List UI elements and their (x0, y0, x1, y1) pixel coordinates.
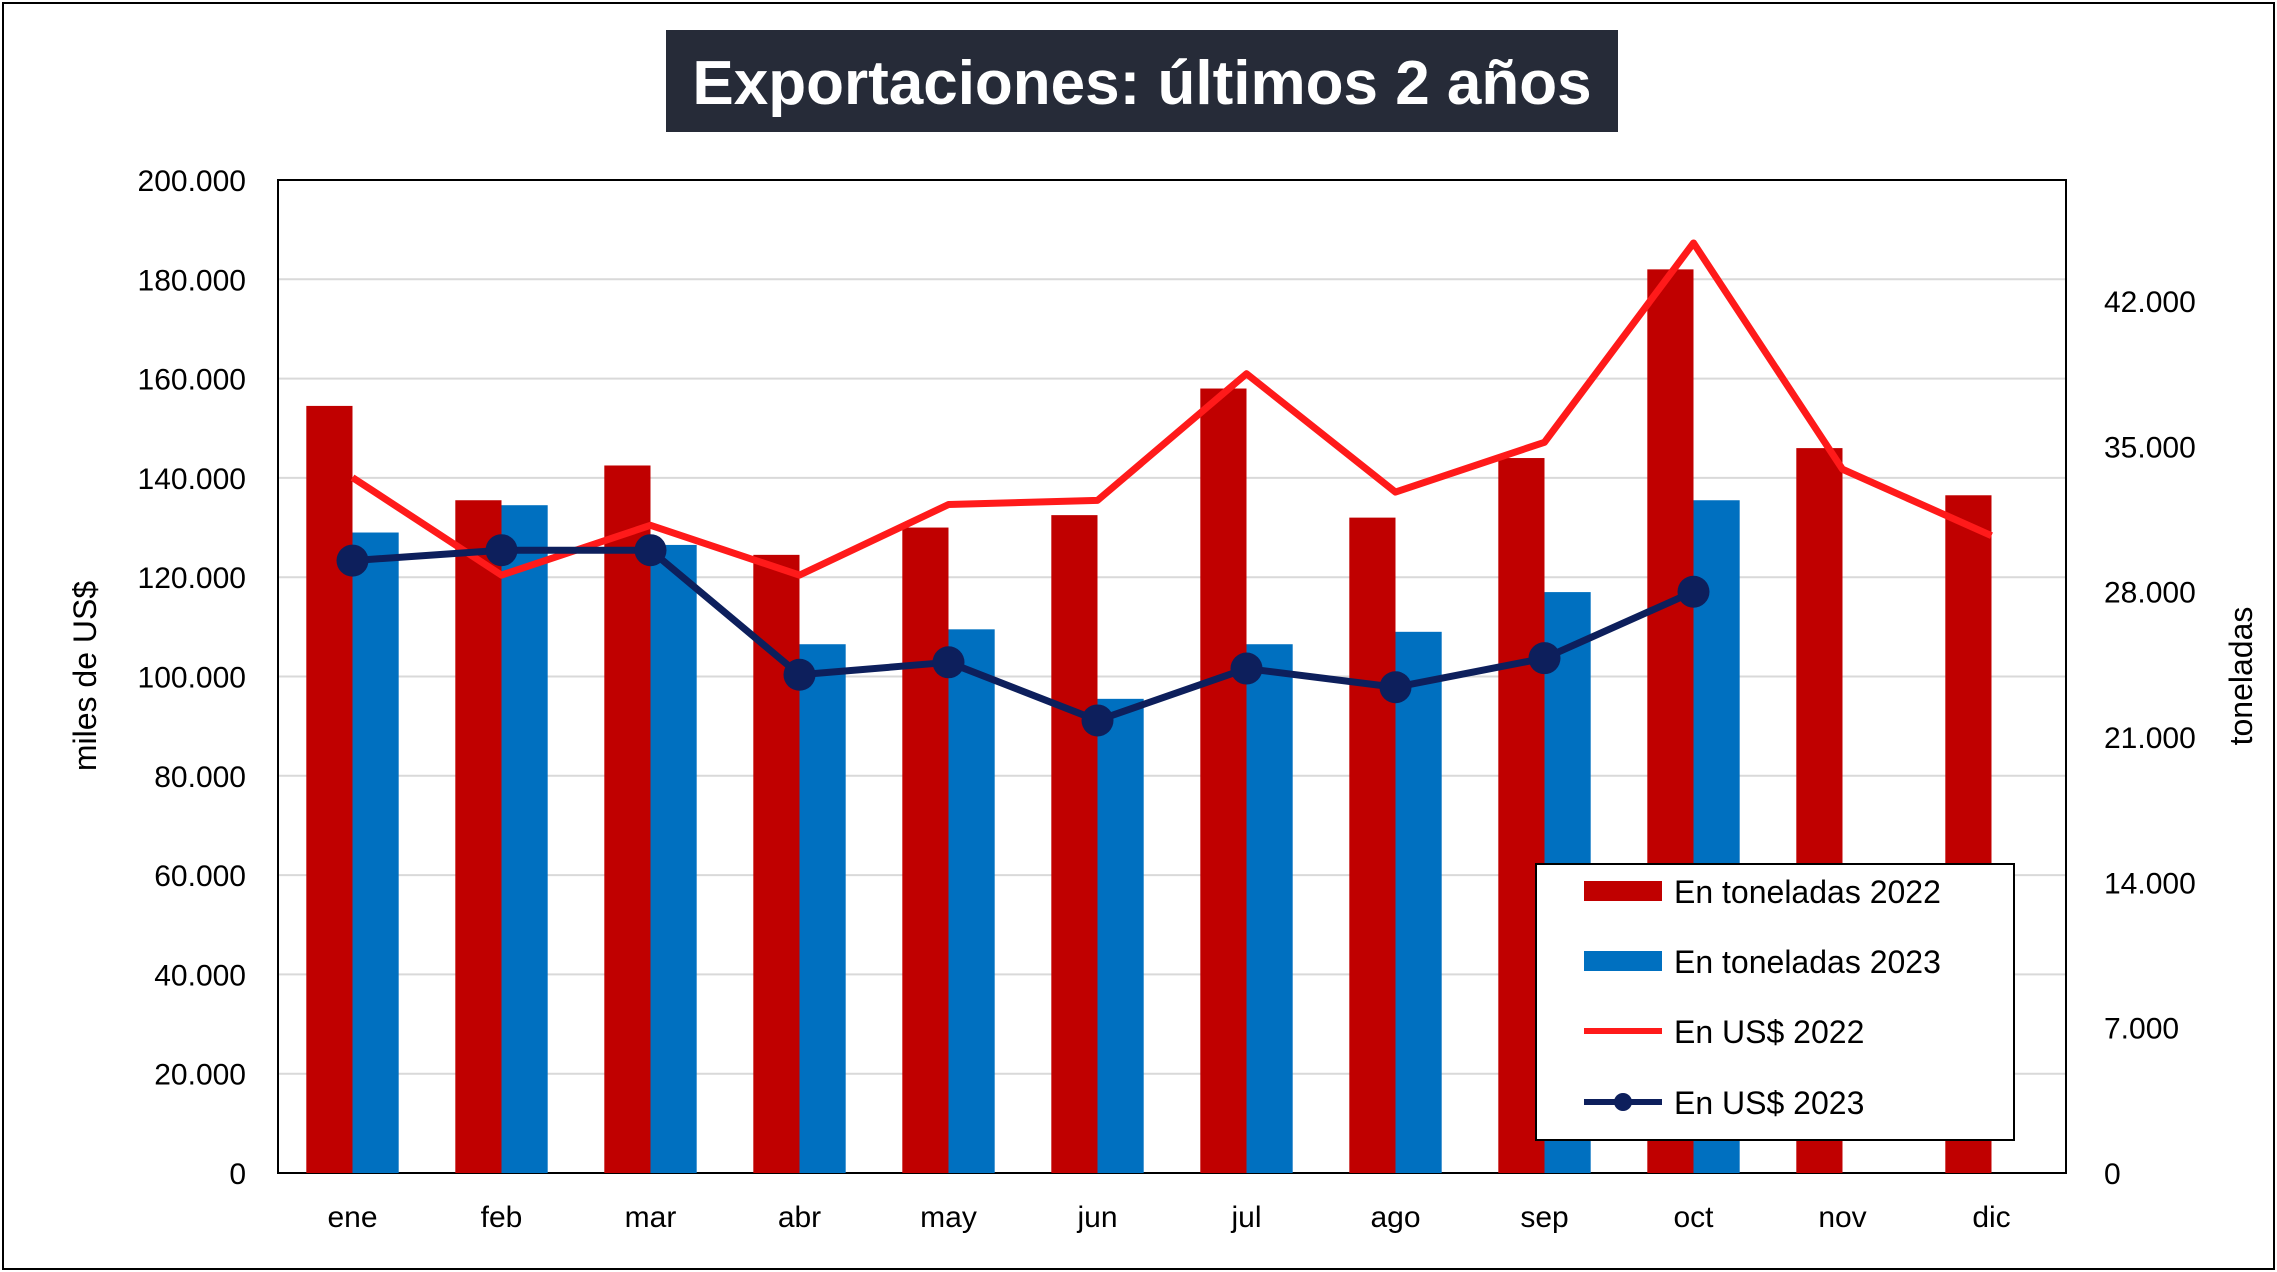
point-en-us-2023 (932, 646, 965, 679)
legend-label: En toneladas 2022 (1674, 874, 1941, 910)
left-tick-label: 60.000 (154, 860, 246, 893)
right-axis-title: toneladas (2223, 607, 2259, 746)
legend-label: En US$ 2023 (1674, 1085, 1864, 1121)
left-tick-label: 0 (229, 1158, 246, 1191)
x-tick-label: feb (481, 1201, 523, 1234)
left-tick-label: 160.000 (138, 364, 246, 397)
bar-en-toneladas-2023 (650, 544, 697, 1173)
x-tick-label: mar (625, 1201, 677, 1234)
left-tick-label: 100.000 (138, 662, 246, 695)
point-en-us-2023 (1230, 652, 1263, 685)
bar-en-toneladas-2022 (306, 405, 353, 1174)
left-axis-title: miles de US$ (67, 581, 103, 772)
right-tick-label: 21.000 (2104, 722, 2196, 755)
plot-area (277, 179, 2067, 1174)
legend-swatch-2023-marker (1614, 1093, 1632, 1111)
legend-swatch-2022-bar (1584, 881, 1662, 901)
right-tick-label: 0 (2104, 1158, 2121, 1191)
point-en-us-2023 (783, 658, 816, 691)
legend-box (1535, 863, 2015, 1141)
right-tick-label: 7.000 (2104, 1013, 2179, 1046)
point-en-us-2023 (1379, 671, 1412, 704)
left-tick-label: 180.000 (138, 264, 246, 297)
legend-label: En toneladas 2023 (1674, 944, 1941, 980)
bar-en-toneladas-2022 (753, 554, 800, 1173)
bar-en-toneladas-2023 (948, 629, 995, 1173)
right-tick-label: 14.000 (2104, 867, 2196, 900)
x-tick-label: oct (1673, 1201, 1714, 1234)
x-tick-label: jun (1076, 1201, 1117, 1234)
bar-en-toneladas-2022 (604, 465, 651, 1173)
left-tick-label: 120.000 (138, 562, 246, 595)
left-tick-label: 200.000 (138, 165, 246, 198)
x-tick-label: ene (327, 1201, 377, 1234)
point-en-us-2023 (1081, 704, 1114, 737)
left-tick-label: 40.000 (154, 959, 246, 992)
bar-en-toneladas-2023 (501, 505, 548, 1173)
left-tick-label: 140.000 (138, 463, 246, 496)
chart-title: Exportaciones: últimos 2 años (692, 49, 1591, 118)
legend-swatch-2023-bar (1584, 951, 1662, 971)
bar-en-toneladas-2023 (1097, 698, 1144, 1173)
x-tick-label: sep (1520, 1201, 1568, 1234)
bar-en-toneladas-2023 (1246, 644, 1293, 1173)
left-axis-ticks: 0 20.000 40.000 60.000 80.000 100.000 120.000 1… (138, 165, 246, 1191)
point-en-us-2023 (634, 534, 667, 567)
x-tick-label: may (920, 1201, 977, 1234)
title-box (666, 30, 1618, 132)
right-axis-ticks: 0 7.000 14.000 21.000 28.000 35.000 42.000 (2104, 286, 2196, 1191)
left-tick-label: 20.000 (154, 1059, 246, 1092)
x-tick-label: jul (1230, 1201, 1261, 1234)
chart-canvas: Exportaciones: últimos 2 años 0 20.000 40.… (67, 30, 2259, 1234)
point-en-us-2023 (336, 544, 369, 577)
right-tick-label: 42.000 (2104, 286, 2196, 319)
bar-en-toneladas-2022 (1349, 517, 1396, 1173)
line-en-us-2022 (350, 239, 1993, 579)
bar-en-toneladas-2023 (352, 532, 399, 1173)
bar-en-toneladas-2022 (1051, 515, 1098, 1173)
bar-en-toneladas-2022 (1200, 388, 1247, 1173)
bar-en-toneladas-2022 (455, 500, 502, 1173)
left-tick-label: 80.000 (154, 761, 246, 794)
x-tick-label: ago (1370, 1201, 1420, 1234)
point-en-us-2023 (485, 534, 518, 567)
line-series (336, 239, 1993, 737)
legend-label: En US$ 2022 (1674, 1014, 1864, 1050)
x-axis-ticks: ene feb mar abr may jun jul ago sep oct nov dic (327, 1201, 2010, 1234)
point-en-us-2023 (1677, 575, 1710, 608)
bar-en-toneladas-2022 (902, 527, 949, 1173)
legend: En toneladas 2022 En toneladas 2023 En U… (1535, 863, 2015, 1141)
line-en-us-2023 (352, 546, 1695, 724)
point-en-us-2023 (1528, 642, 1561, 675)
bar-en-toneladas-2023 (1395, 631, 1442, 1173)
bar-en-toneladas-2023 (799, 644, 846, 1173)
x-tick-label: abr (778, 1201, 821, 1234)
right-tick-label: 28.000 (2104, 577, 2196, 610)
x-tick-label: nov (1818, 1201, 1866, 1234)
x-tick-label: dic (1972, 1201, 2010, 1234)
right-tick-label: 35.000 (2104, 431, 2196, 464)
